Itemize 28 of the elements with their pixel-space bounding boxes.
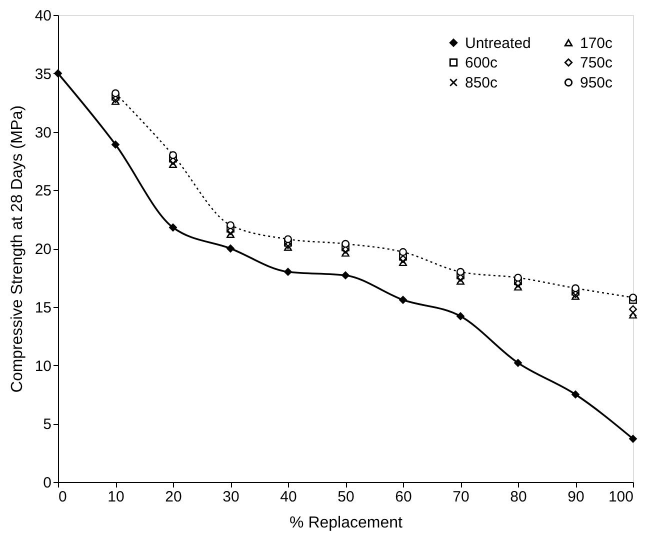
legend-label: Untreated <box>465 34 531 52</box>
x-tick-label: 20 <box>165 488 182 506</box>
x-tick-label: 80 <box>510 488 527 506</box>
x-tick-label: 70 <box>452 488 470 506</box>
legend-label: 170c <box>580 34 614 52</box>
y-tick-label: 30 <box>34 124 52 142</box>
y-axis-title: Compressive Strength at 28 Days (MPa) <box>8 105 26 393</box>
y-tick-label: 35 <box>34 66 52 83</box>
y-tick-label: 25 <box>34 182 52 200</box>
x-tick-label: 0 <box>58 488 67 506</box>
x-tick-label: 10 <box>108 488 124 506</box>
x-tick-label: 90 <box>568 488 584 506</box>
x-tick-label: 60 <box>395 488 412 506</box>
y-tick-label: 40 <box>34 8 52 24</box>
x-tick-label: 50 <box>338 488 354 506</box>
x-tick-label: 40 <box>280 488 297 506</box>
legend-label: 750c <box>580 54 614 72</box>
x-tick-label: 30 <box>222 488 240 506</box>
y-tick-label: 10 <box>34 358 52 375</box>
legend-label: 600c <box>465 54 498 72</box>
y-tick-label: 20 <box>34 241 52 258</box>
legend-label: 950c <box>580 74 614 92</box>
y-tick-label: 5 <box>43 416 52 434</box>
y-tick-label: 0 <box>43 474 52 492</box>
legend-label: 850c <box>465 74 498 92</box>
x-axis-title: % Replacement <box>290 514 404 532</box>
x-tick-label: 100 <box>608 488 634 506</box>
y-tick-label: 15 <box>34 299 52 316</box>
